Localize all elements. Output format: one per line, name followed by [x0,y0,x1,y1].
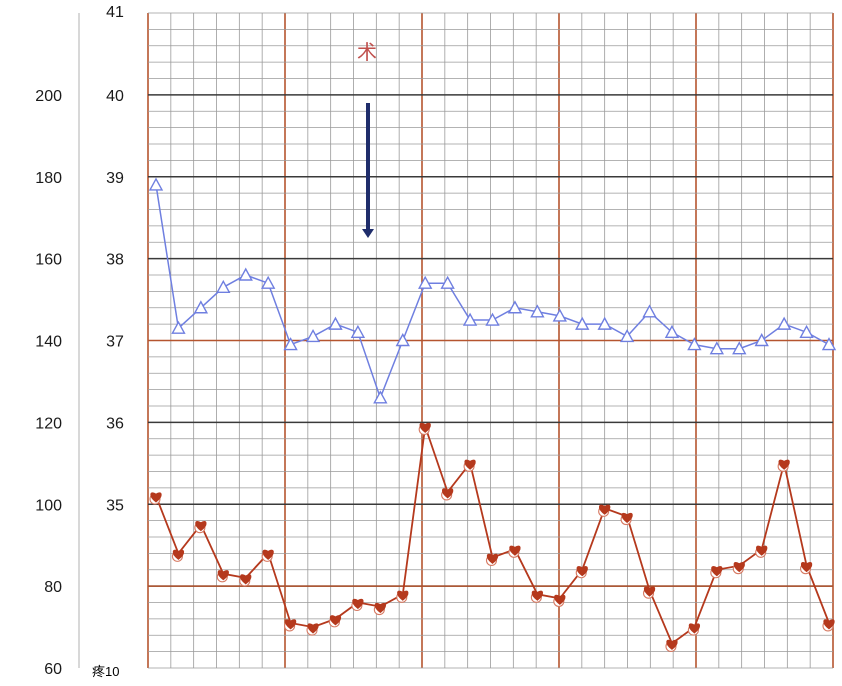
pulse-point [464,459,476,470]
pulse-point [240,574,252,585]
series-layer [148,177,837,652]
temperature-point [485,312,500,326]
temperature-point [799,324,814,339]
surgery-annotation: 术 [357,41,377,64]
pulse-point [621,512,633,524]
pulse-line [155,426,830,645]
temperature-point [507,300,523,314]
temperature-point [642,304,657,318]
pulse-point [778,459,790,470]
pulse-point [374,602,386,614]
temperature-point [732,341,747,355]
axis-labels: 200 180 160 140 120 100 80 60 41 40 39 38 37 36 35 [35,4,124,678]
pulse-point [599,504,611,515]
temperature-point [754,333,769,347]
temperature-point [776,316,792,330]
pulse-series [149,422,835,652]
temperature-point [440,275,455,289]
pulse-point [666,639,678,650]
temperature-point [530,304,545,318]
pulse-point [419,422,431,433]
pulse-point [352,598,364,610]
pulse-point [262,549,274,560]
pulse-tick-label: 100 [35,497,62,514]
temperature-point [619,328,635,343]
temperature-point [328,316,343,330]
temperature-point [821,337,837,351]
temperature-point [238,267,253,281]
pulse-point [509,545,521,556]
temperature-tick-label: 39 [106,170,124,187]
surgery-arrow-icon [362,103,374,238]
temperature-point [664,324,680,339]
temperature-point [193,300,209,314]
arrow-head [362,229,374,238]
pulse-tick-label: 200 [35,88,62,105]
temperature-tick-label: 38 [106,252,124,269]
pulse-point [576,566,588,577]
temperature-point [552,308,567,322]
temperature-point [171,320,186,334]
pulse-tick-label: 80 [44,579,62,596]
pulse-point [554,594,566,605]
pulse-point [800,561,813,573]
temperature-tick-label: 35 [106,497,124,514]
pulse-point [195,521,207,532]
pulse-tick-label: 180 [35,170,62,187]
temperature-tick-label: 41 [106,4,124,21]
temperature-point [350,324,366,339]
temperature-tick-label: 40 [106,88,124,105]
temperature-series [148,177,837,404]
pulse-point [441,488,454,499]
pulse-point [688,623,701,634]
temperature-point [575,316,590,330]
temperature-point [418,275,433,289]
pulse-point [823,619,835,630]
temperature-point [283,337,298,351]
temperature-point [709,341,725,355]
pulse-point [217,570,229,581]
pulse-point [284,619,297,630]
pulse-point [711,566,723,577]
pulse-point [531,590,544,601]
pulse-tick-label: 160 [35,252,62,269]
pulse-point [643,586,656,597]
temperature-point [148,177,164,191]
pulse-point [307,623,319,634]
temperature-point [305,328,321,343]
temperature-tick-label: 37 [106,334,124,351]
temperature-point [462,312,478,326]
temperature-point [687,337,702,351]
temperature-point [373,390,388,404]
pulse-tick-label: 140 [35,334,62,351]
pulse-tick-label: 60 [44,661,62,678]
pulse-point [486,553,499,564]
temperature-tick-label: 36 [106,415,124,432]
pulse-point [150,492,162,503]
pulse-point [756,545,768,556]
temperature-point [216,279,231,293]
temperature-point [597,316,612,330]
pulse-point [733,561,745,573]
temperature-point [260,275,276,289]
pulse-point [329,615,342,626]
bottom-axis-label: 疼10 [92,664,119,679]
pulse-tick-label: 120 [35,415,62,432]
pulse-point [172,549,185,560]
pulse-point [397,590,409,601]
temperature-point [395,333,410,347]
